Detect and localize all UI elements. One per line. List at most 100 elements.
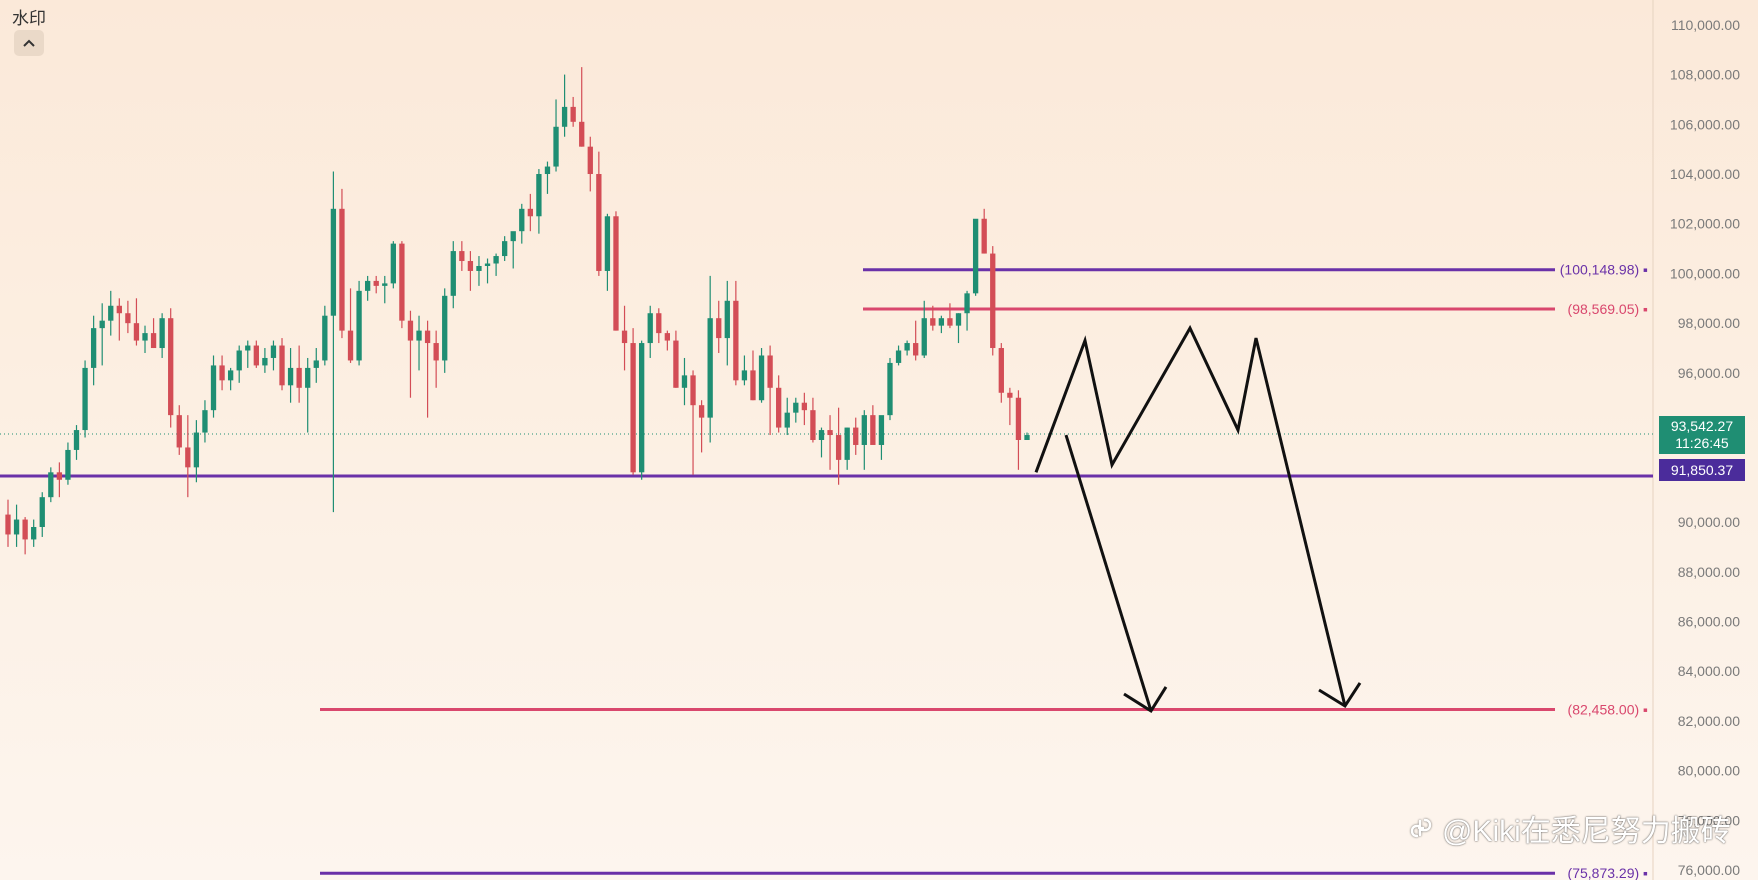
candle-body [73, 430, 80, 450]
candle-body [5, 514, 11, 535]
candle-body [972, 218, 979, 294]
last-price-value: 93,542.27 [1670, 418, 1734, 434]
candle-body [835, 435, 842, 460]
candle-body [690, 375, 696, 406]
candle-body [159, 318, 165, 349]
candle [65, 442, 71, 485]
candle-countdown: 11:26:45 [1675, 435, 1729, 451]
candle [133, 298, 140, 346]
candle [253, 340, 259, 368]
candle [801, 392, 808, 426]
candle [176, 405, 182, 455]
candle [536, 169, 542, 234]
candle [664, 330, 671, 351]
candle-body [416, 330, 422, 341]
candle [202, 400, 208, 443]
candle [390, 241, 396, 289]
candle [613, 211, 619, 331]
candle [972, 218, 979, 296]
candle [844, 427, 850, 470]
candle-body [519, 208, 525, 232]
candle-body [801, 402, 808, 411]
candle [776, 375, 782, 433]
candle-body [930, 318, 936, 326]
candle-body [913, 343, 919, 356]
candle-body [990, 253, 996, 349]
candle [73, 425, 80, 460]
price-axis-ticks: 110,000.00 108,000.00 106,000.00 104,000.00… [1670, 17, 1740, 878]
candle [930, 305, 936, 331]
candle-body [878, 415, 885, 445]
candle-body [373, 280, 379, 286]
candle [964, 290, 970, 331]
candle-body [750, 370, 756, 401]
candle-body [476, 265, 482, 271]
candle-body [176, 415, 182, 448]
candle [990, 246, 996, 356]
candle [750, 350, 756, 401]
candle-body [407, 320, 414, 341]
candle-body [442, 295, 448, 361]
candle-body [621, 330, 628, 344]
candle-body [185, 447, 191, 468]
candle [185, 415, 191, 498]
candle [356, 280, 362, 366]
candle [716, 300, 722, 353]
candle [287, 348, 294, 403]
watermark-text: @Kiki在悉尼努力搬砖 [1442, 815, 1731, 848]
candle [22, 517, 28, 555]
candle [322, 305, 328, 366]
candle-body [305, 367, 311, 388]
candle [476, 256, 482, 286]
candle-body [424, 330, 431, 344]
candle-body [484, 263, 491, 266]
candle [570, 96, 576, 127]
candle [998, 343, 1004, 403]
candle [330, 171, 337, 513]
candle [168, 308, 174, 428]
candle [82, 360, 88, 438]
candle [416, 315, 422, 371]
candle [707, 275, 713, 443]
candle-body [125, 313, 131, 324]
candle [245, 340, 251, 368]
candle [758, 348, 765, 403]
candle [313, 348, 319, 383]
candle-body [810, 410, 816, 440]
candle [818, 427, 825, 458]
candle-body [553, 126, 559, 167]
candle-body [647, 313, 653, 344]
arrowhead [1123, 686, 1168, 714]
candle-body [236, 350, 242, 371]
candle-body [947, 318, 953, 326]
candle-body [938, 318, 945, 326]
candles [5, 67, 1030, 555]
candle [561, 74, 568, 137]
candle [262, 348, 268, 373]
platform-logo-icon [1410, 818, 1432, 838]
support-level-tag: 91,850.37 [1659, 459, 1745, 481]
candle [373, 275, 379, 294]
candle-body [39, 497, 45, 528]
candle-body [613, 216, 619, 331]
candle [364, 275, 371, 301]
candle [955, 313, 962, 344]
y-tick-label: 110,000.00 [1671, 17, 1740, 33]
candle-body [818, 430, 825, 440]
candle-body [399, 243, 405, 321]
candle-body [561, 106, 568, 127]
candle-body [707, 318, 713, 418]
candle [784, 397, 790, 436]
candle-body [270, 345, 277, 358]
candle [895, 345, 902, 366]
candle [527, 193, 533, 232]
candle-body [998, 348, 1004, 393]
candle-body [656, 313, 662, 334]
candle-body [502, 241, 508, 257]
y-tick-label: 108,000.00 [1670, 67, 1740, 83]
collapse-button[interactable] [14, 30, 44, 56]
candle [305, 357, 311, 433]
candle [13, 504, 20, 547]
candle [656, 308, 662, 344]
